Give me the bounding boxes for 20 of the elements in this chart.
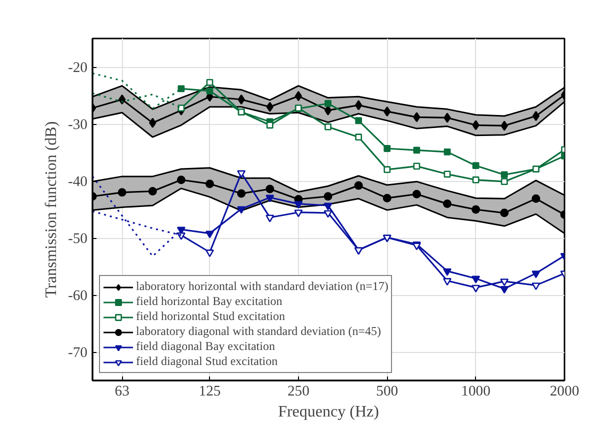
legend-label: field diagonal Bay excitation bbox=[136, 339, 275, 354]
y-tick-label: -70 bbox=[68, 345, 88, 361]
x-tick-label: 500 bbox=[376, 384, 398, 400]
x-tick-label: 63 bbox=[114, 384, 130, 400]
x-tick-label: 125 bbox=[198, 384, 221, 400]
legend-label: field diagonal Stud excitation bbox=[136, 354, 278, 369]
y-tick-label: -30 bbox=[68, 117, 88, 133]
y-axis-title: Transmission function (dB) bbox=[42, 121, 60, 298]
x-tick-label: 250 bbox=[287, 384, 310, 400]
legend-label: field horizontal Stud excitation bbox=[136, 309, 285, 324]
y-tick-label: -50 bbox=[68, 231, 88, 247]
x-tick-label: 1000 bbox=[461, 384, 490, 400]
x-axis-title: Frequency (Hz) bbox=[278, 404, 379, 420]
legend-label: field horizontal Bay excitation bbox=[136, 294, 282, 309]
y-tick-label: -60 bbox=[68, 288, 88, 304]
x-tick-label: 2000 bbox=[550, 384, 580, 400]
y-tick-label: -20 bbox=[68, 60, 88, 76]
legend-label: laboratory horizontal with standard deviation (n=17) bbox=[136, 279, 388, 294]
legend-label: laboratory diagonal with standard deviation (n=45) bbox=[136, 324, 382, 339]
y-tick-label: -40 bbox=[68, 174, 88, 190]
